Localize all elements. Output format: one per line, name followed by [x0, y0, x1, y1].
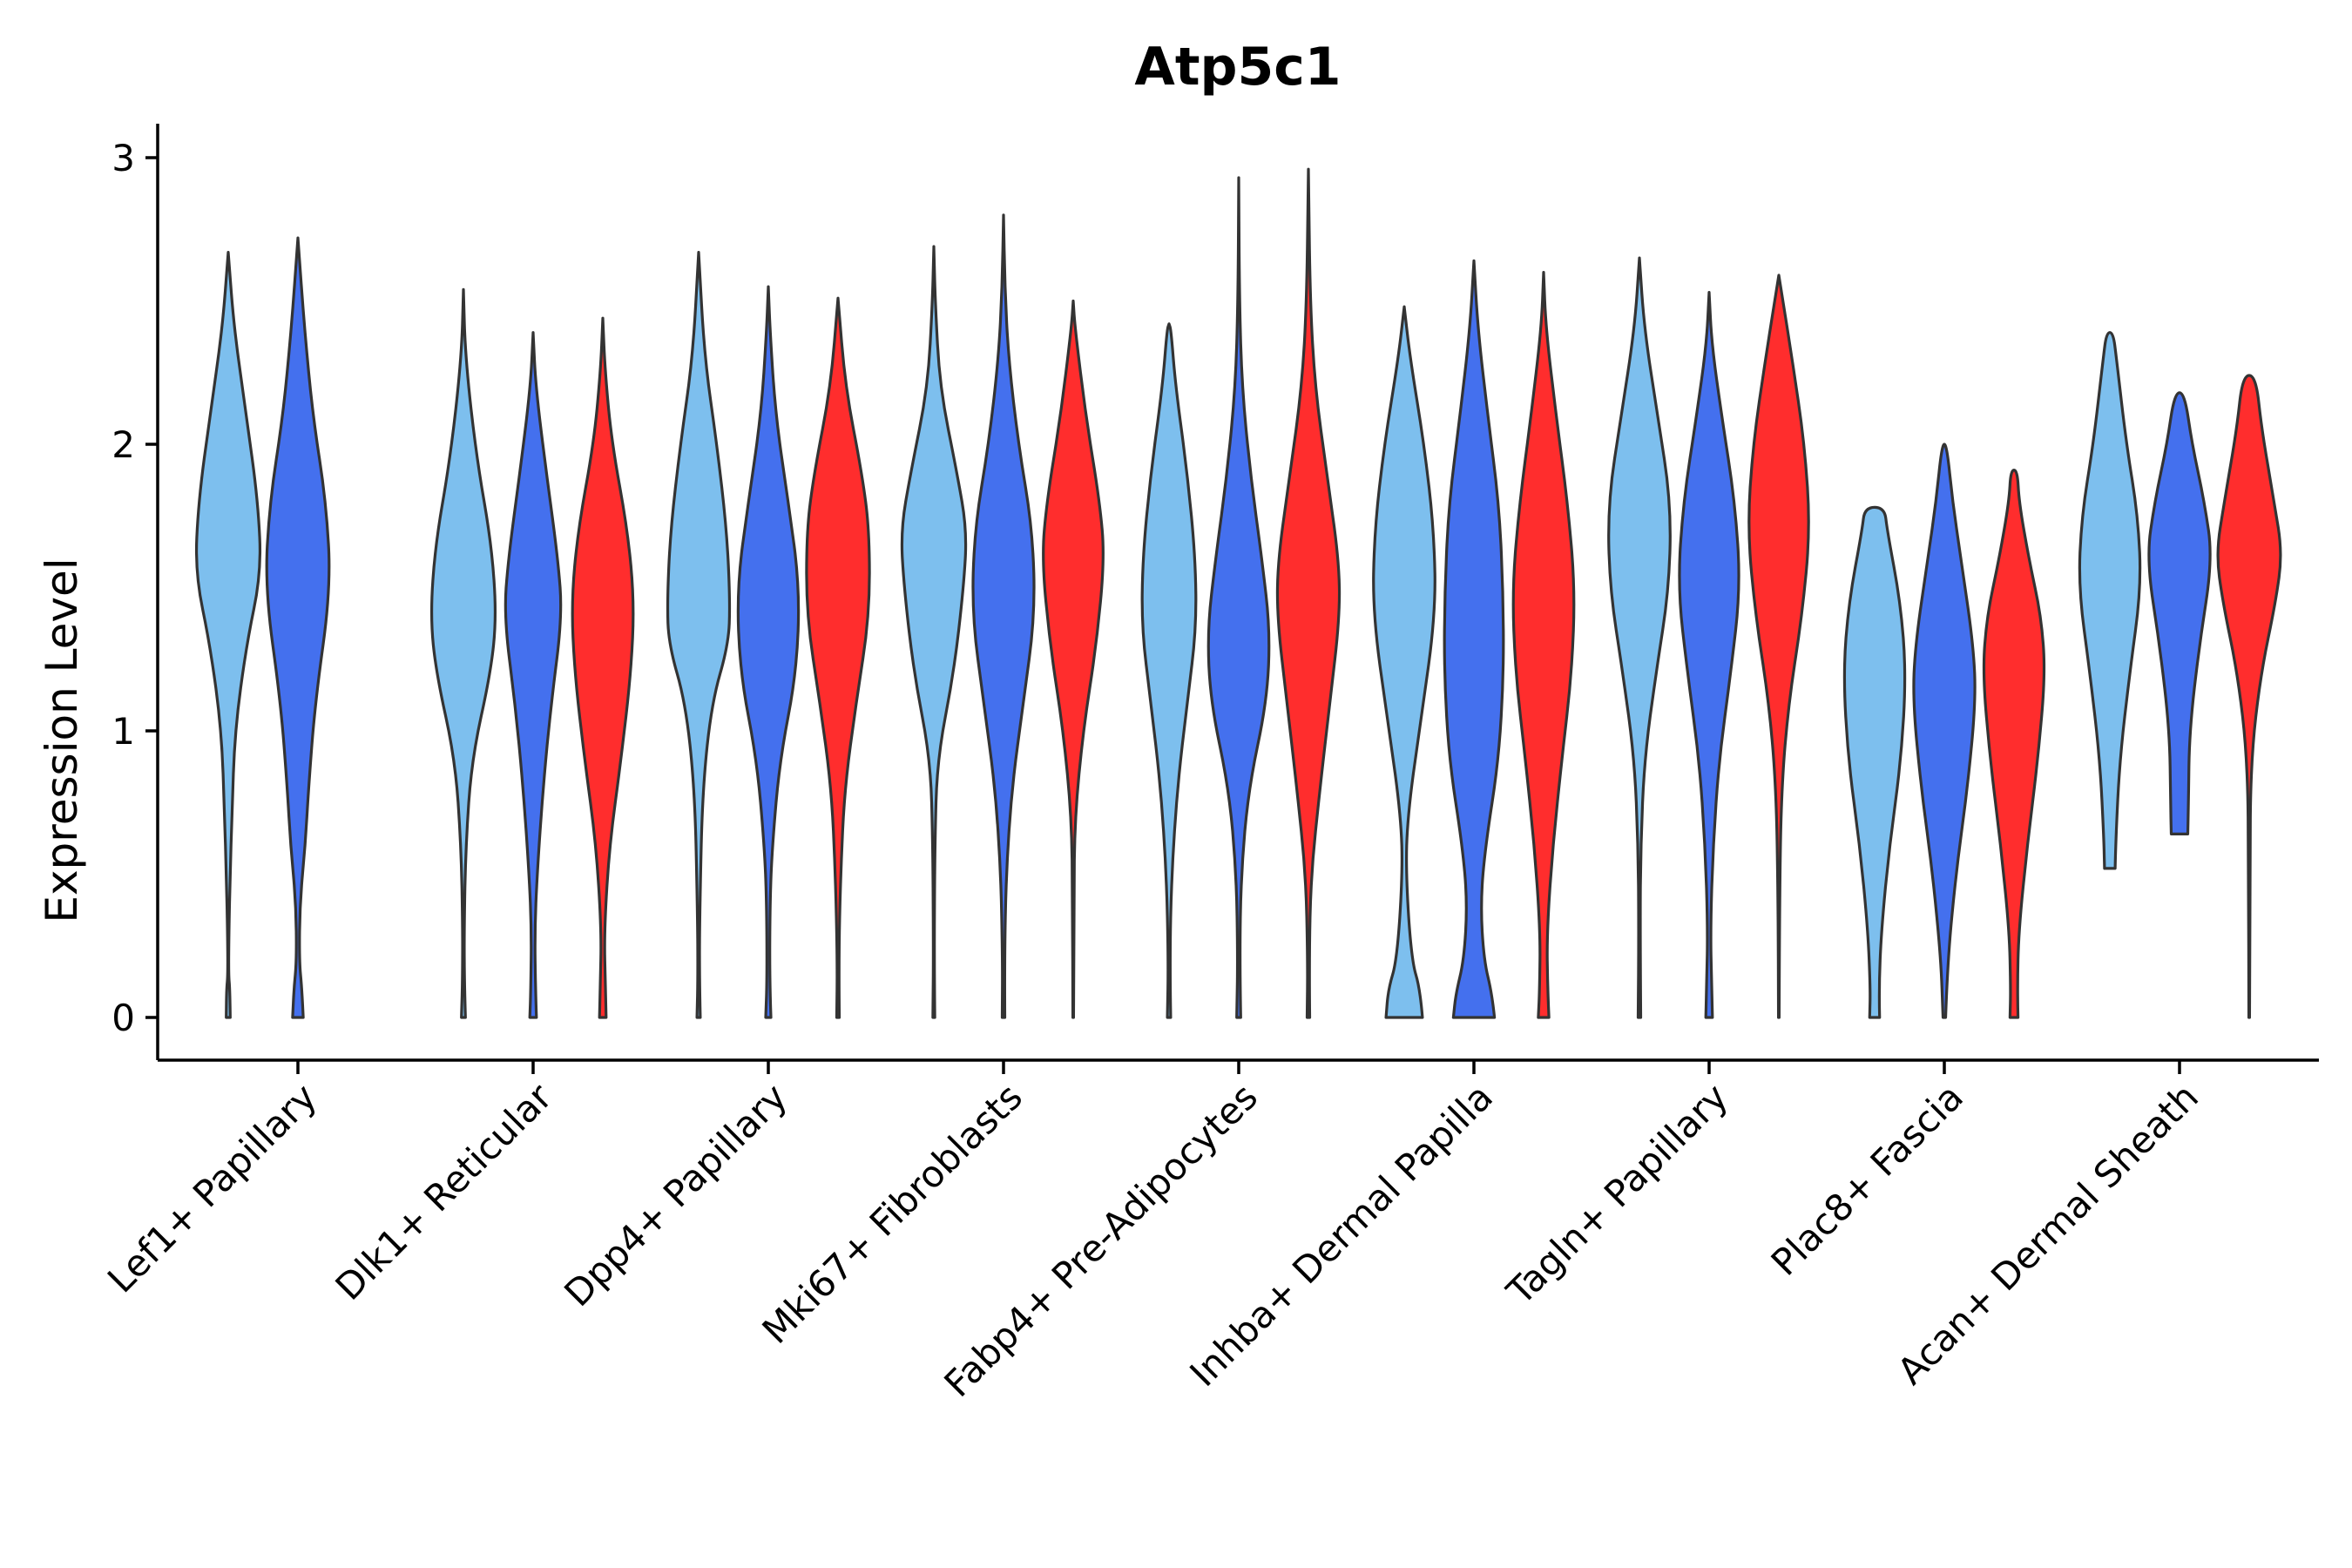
violin-5-group-2 [1206, 176, 1271, 1019]
y-tick-label-2: 2 [112, 423, 135, 466]
violin-2-group-2 [504, 331, 563, 1019]
x-tick-label-3: Dpp4+ Papillary [556, 1075, 795, 1315]
chart-title: Atp5c1 [1134, 37, 1341, 98]
violin-9-group-2 [2147, 391, 2212, 835]
violin-4-group-2 [971, 213, 1036, 1019]
violin-2-group-3 [571, 316, 635, 1019]
violin-6-group-1 [1372, 305, 1436, 1019]
x-tick-label-8: Plac8+ Fascia [1763, 1075, 1971, 1283]
violin-3-group-1 [666, 251, 732, 1019]
violin-2-group-1 [429, 287, 497, 1019]
violin-8-group-1 [1842, 505, 1907, 1019]
violin-1-group-2 [265, 236, 331, 1019]
violin-4-group-3 [1042, 299, 1105, 1019]
y-tick-label-3: 3 [112, 137, 135, 179]
violin-6-group-3 [1511, 271, 1576, 1019]
violin-7-group-1 [1607, 256, 1672, 1019]
violin-1-group-1 [194, 251, 262, 1019]
y-ticks: 0 1 2 3 [112, 137, 158, 1039]
violin-6-group-2 [1443, 259, 1505, 1019]
violin-5-group-1 [1140, 322, 1198, 1019]
violin-4-group-1 [900, 245, 968, 1019]
violin-8-group-3 [1982, 469, 2046, 1019]
violin-9-group-3 [2216, 374, 2282, 1019]
x-tick-label-2: Dlk1+ Reticular [328, 1075, 561, 1308]
y-axis-label: Expression Level [37, 558, 87, 923]
violin-7-group-3 [1747, 274, 1810, 1019]
x-tick-label-4: Mki67+ Fibroblasts [754, 1075, 1031, 1351]
violin-8-group-2 [1912, 443, 1977, 1019]
violin-5-group-3 [1275, 167, 1342, 1019]
violin-3-group-2 [736, 285, 801, 1019]
violin-layer [194, 167, 2282, 1019]
x-tick-label-7: Tagln+ Papillary [1498, 1075, 1736, 1313]
y-tick-label-0: 0 [112, 997, 135, 1039]
violin-9-group-1 [2078, 331, 2142, 870]
violin-7-group-2 [1678, 291, 1740, 1019]
violin-3-group-3 [805, 296, 871, 1019]
x-tick-label-1: Lef1+ Papillary [99, 1075, 325, 1301]
y-tick-label-1: 1 [112, 710, 135, 753]
